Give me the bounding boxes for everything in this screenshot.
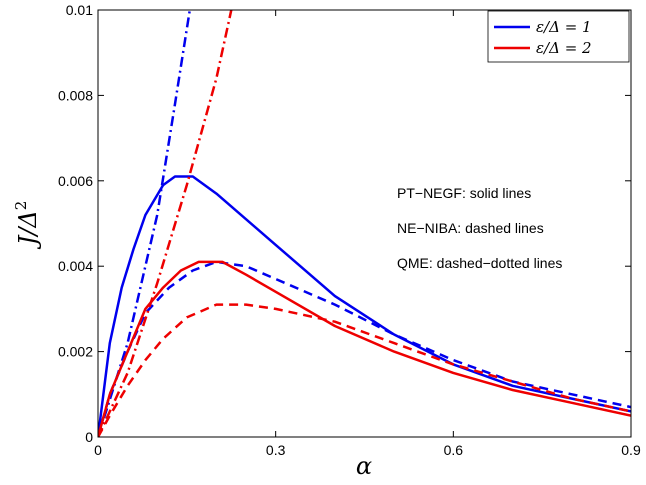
y-tick-label: 0.004	[58, 258, 93, 274]
series-line-dashed-blue	[98, 260, 631, 437]
y-tick-label: 0.01	[66, 2, 93, 18]
y-axis-title-main: J/Δ	[14, 210, 42, 250]
y-axis-title: J/Δ2	[12, 201, 42, 251]
x-tick-label: 0.3	[266, 442, 286, 458]
x-tick-label: 0.9	[621, 442, 641, 458]
legend: ε/Δ = 1 ε/Δ = 2	[487, 10, 630, 63]
annotation-pt-negf: PT−NEGF: solid lines	[397, 185, 531, 201]
legend-label-eps1: ε/Δ = 1	[536, 18, 592, 36]
plot-frame	[97, 9, 632, 438]
ticks-layer: 0 0.3 0.6 0.9 0 0.002 0.004 0.006 0.008 0.01	[58, 2, 641, 458]
series-line-solid-blue	[98, 175, 631, 437]
y-tick-label: 0.008	[58, 87, 93, 103]
annotation-qme: QME: dashed−dotted lines	[397, 255, 562, 271]
series-line-dashed-red	[98, 303, 631, 437]
x-axis-title: α	[356, 452, 372, 480]
y-tick-label: 0	[85, 429, 93, 445]
y-tick-label: 0.006	[58, 173, 93, 189]
legend-box	[487, 10, 630, 63]
legend-label-eps2: ε/Δ = 2	[536, 39, 592, 57]
y-tick-label: 0.002	[58, 344, 93, 360]
x-tick-label: 0	[94, 442, 102, 458]
x-tick-label: 0.6	[444, 442, 464, 458]
series-layer	[98, 10, 631, 437]
y-axis-title-exponent: 2	[12, 201, 30, 211]
series-line-solid-red	[98, 260, 631, 437]
annotation-ne-niba: NE−NIBA: dashed lines	[397, 220, 544, 236]
